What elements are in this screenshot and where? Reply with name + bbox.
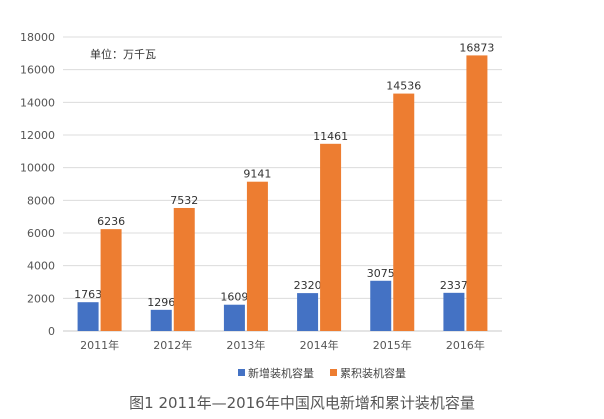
bar-new (150, 309, 172, 331)
x-tick-label: 2012年 (153, 338, 192, 352)
bar-new (297, 293, 319, 331)
bar-new (77, 302, 99, 331)
x-tick-label: 2015年 (373, 338, 412, 352)
y-tick-label: 12000 (20, 129, 55, 142)
y-tick-label: 6000 (27, 227, 55, 240)
bar-new (370, 280, 392, 331)
x-tick-label: 2013年 (226, 338, 265, 352)
bar-cumulative (393, 93, 415, 331)
legend-label: 新增装机容量 (248, 366, 314, 380)
unit-note: 单位：万千瓦 (90, 47, 156, 61)
legend-swatch (330, 369, 337, 376)
data-label: 6236 (97, 215, 125, 228)
bar-new (223, 304, 245, 331)
x-tick-label: 2011年 (80, 338, 119, 352)
data-label: 11461 (313, 130, 348, 143)
bar-cumulative (320, 143, 342, 331)
y-axis-ticks: 0 2000 4000 6000 8000 10000 12000 14000 16000 180… (20, 31, 55, 338)
y-tick-label: 0 (48, 325, 55, 338)
y-tick-label: 2000 (27, 292, 55, 305)
bar-new (443, 292, 465, 331)
bar-cumulative (246, 181, 268, 331)
x-tick-label: 2014年 (300, 338, 339, 352)
legend-label: 累积装机容量 (340, 366, 406, 380)
bars: 1763 6236 1296 7532 1609 9141 2320 11461 3075 145… (74, 41, 494, 332)
legend: 新增装机容量 累积装机容量 (238, 366, 406, 380)
y-tick-label: 16000 (20, 64, 55, 77)
data-label: 2320 (294, 279, 322, 292)
data-label: 16873 (459, 41, 494, 54)
data-label: 1763 (74, 288, 102, 301)
chart-title: 图1 2011年—2016年中国风电新增和累计装机容量 (129, 394, 475, 412)
data-label: 1609 (220, 291, 248, 304)
bar-cumulative (466, 55, 488, 332)
y-tick-label: 8000 (27, 194, 55, 207)
data-label: 1296 (147, 296, 175, 309)
data-label: 14536 (386, 80, 421, 93)
x-tick-label: 2016年 (446, 338, 485, 352)
data-label: 3075 (367, 267, 395, 280)
y-tick-label: 18000 (20, 31, 55, 44)
data-label: 2337 (440, 279, 468, 292)
y-tick-label: 4000 (27, 260, 55, 273)
y-tick-label: 10000 (20, 162, 55, 175)
bar-cumulative (100, 229, 122, 331)
gridlines (63, 36, 502, 332)
y-tick-label: 14000 (20, 96, 55, 109)
data-label: 9141 (243, 168, 271, 181)
legend-swatch (238, 369, 245, 376)
x-axis-labels: 2011年 2012年 2013年 2014年 2015年 2016年 (80, 338, 485, 352)
data-label: 7532 (170, 194, 198, 207)
bar-cumulative (173, 207, 195, 331)
